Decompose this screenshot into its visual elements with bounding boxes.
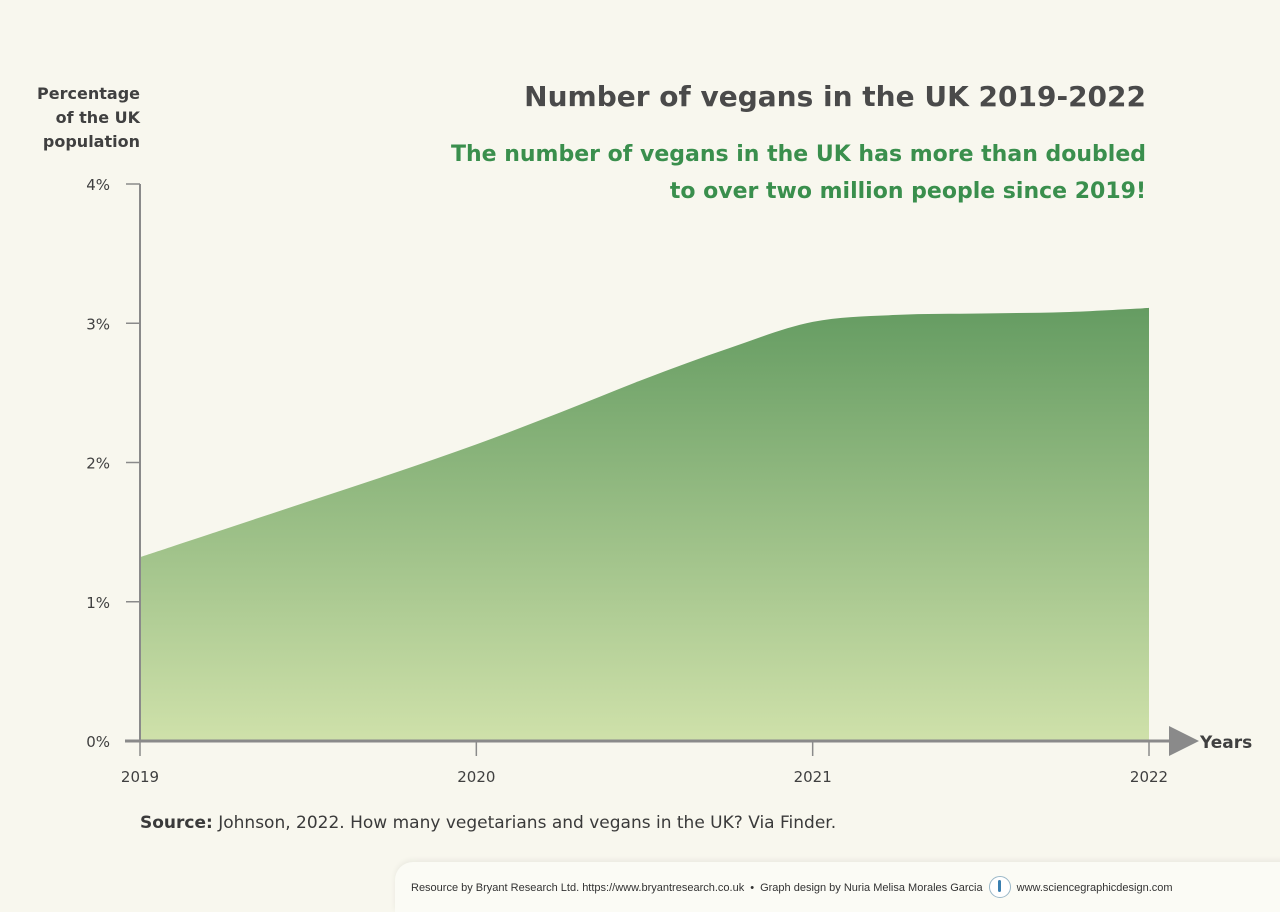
chart-subtitle: The number of vegans in the UK has more … — [450, 142, 1146, 204]
x-tick-label: 2022 — [1130, 768, 1168, 786]
y-tick-label: 2% — [86, 455, 110, 473]
source-label: Source: — [140, 813, 213, 833]
footer-design: Graph design by Nuria Melisa Morales Gar… — [760, 882, 983, 894]
x-tick-label: 2020 — [457, 768, 495, 786]
y-tick-label: 1% — [86, 594, 110, 612]
vegan-share-area — [140, 307, 1149, 741]
x-axis-label: Years — [1199, 733, 1252, 753]
science-graphic-design-logo-icon — [988, 876, 1011, 898]
source-note: Source: Johnson, 2022. How many vegetari… — [140, 813, 836, 833]
footer-resource: Resource by Bryant Research Ltd. https:/… — [411, 882, 745, 894]
source-text: Johnson, 2022. How many vegetarians and … — [212, 813, 837, 833]
y-axis-label: Percentage of the UK population — [37, 84, 140, 151]
x-tick-label: 2019 — [121, 768, 159, 786]
footer-text: Resource by Bryant Research Ltd. https:/… — [411, 876, 1173, 899]
y-tick-label: 4% — [86, 176, 110, 194]
footer-bar: Resource by Bryant Research Ltd. https:/… — [395, 862, 1280, 912]
x-tick-label: 2021 — [794, 768, 832, 786]
footer-site-link[interactable]: www.sciencegraphicdesign.com — [1016, 882, 1173, 894]
y-tick-label: 3% — [86, 315, 110, 333]
footer-separator: • — [750, 882, 755, 894]
chart-title: Number of vegans in the UK 2019-2022 — [524, 80, 1146, 113]
y-tick-label: 0% — [86, 733, 110, 751]
